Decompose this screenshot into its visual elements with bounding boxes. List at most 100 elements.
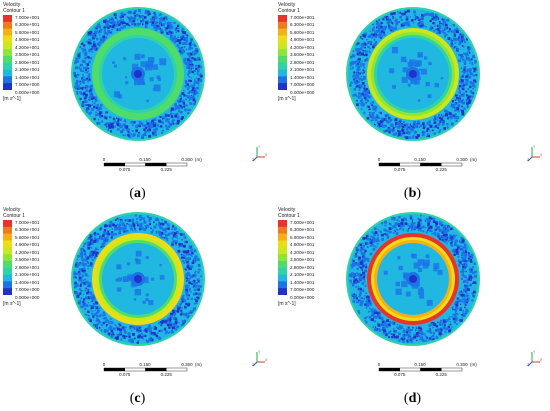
legend-tick-label: 7.000e+001 xyxy=(15,219,40,225)
legend-tick-label: 0.000e+000 xyxy=(290,89,315,95)
legend-tick-label: 7.000e+000 xyxy=(290,287,315,292)
color-bar-segment xyxy=(3,76,12,84)
legend-tick-label: 6.300e+001 xyxy=(290,227,315,232)
scale-unit: (m) xyxy=(470,157,477,162)
color-bar-segment xyxy=(3,69,12,77)
velocity-contour-disc xyxy=(346,7,480,141)
legend-tick-label: 7.000e+001 xyxy=(290,219,315,225)
scale-label: 0.225 xyxy=(161,167,173,172)
legend-tick-label: 7.000e+001 xyxy=(15,14,40,20)
color-bar-segment xyxy=(3,281,12,289)
color-bar-segment xyxy=(3,226,12,234)
scale-label: 0.150 xyxy=(414,362,426,367)
color-bar-segment xyxy=(278,233,287,241)
color-bar-segment xyxy=(3,55,12,64)
scale-label: 0.075 xyxy=(119,372,131,377)
legend-unit: [m s^-1] xyxy=(278,301,296,307)
legend-tick-labels: 7.000e+001 6.300e+001 5.600e+001 4.900e+001… xyxy=(15,220,55,300)
color-bar xyxy=(3,220,12,295)
color-bar-segment xyxy=(278,260,287,269)
legend-tick-label: 1.400e+001 xyxy=(290,279,315,285)
svg-text:Z: Z xyxy=(527,363,530,367)
scale-label: 0.075 xyxy=(394,167,406,172)
panel-label: (c) xyxy=(129,391,146,406)
legend-tick-label: 2.800e+001 xyxy=(15,59,40,65)
legend-tick-label: 4.200e+001 xyxy=(15,44,40,50)
color-bar-segment xyxy=(278,254,287,262)
legend-unit: [m s^-1] xyxy=(3,96,21,102)
axis-triad-icon: YX Z xyxy=(252,145,268,162)
panel-d: Velocity Contour 1 7.000e+001 6.300e+001 5… xyxy=(275,205,550,410)
panel-b: Velocity Contour 1 7.000e+001 6.300e+001 5… xyxy=(275,0,550,205)
legend-title: Velocity xyxy=(278,207,296,213)
legend-tick-label: 6.300e+001 xyxy=(290,22,315,27)
legend-title: Velocity xyxy=(278,2,296,8)
scale-bar: 0 0.150 0.300 (m) 0.075 0.225 xyxy=(378,362,478,377)
velocity-contour-disc xyxy=(71,7,205,141)
legend-tick-label: 0.000e+000 xyxy=(15,294,40,300)
color-bar-segment xyxy=(3,21,12,29)
legend-tick-label: 1.400e+001 xyxy=(15,74,40,80)
legend-unit: [m s^-1] xyxy=(3,301,21,307)
color-bar-segment xyxy=(3,49,12,57)
center-hub xyxy=(409,275,417,283)
scale-label: 0.075 xyxy=(394,372,406,377)
legend-unit: [m s^-1] xyxy=(278,96,296,102)
center-hub xyxy=(409,70,417,78)
svg-text:Y: Y xyxy=(533,145,536,149)
color-bar-segment xyxy=(278,281,287,289)
legend-tick-label: 4.200e+001 xyxy=(290,249,315,255)
velocity-legend: Velocity Contour 1 xyxy=(278,2,338,15)
color-bar-segment xyxy=(3,260,12,269)
legend-tick-label: 5.600e+001 xyxy=(15,234,40,240)
scale-label: 0.300 xyxy=(456,157,468,162)
legend-tick-labels: 7.000e+001 6.300e+001 5.600e+001 4.900e+001… xyxy=(290,15,330,95)
color-bar-segment xyxy=(3,83,12,90)
legend-tick-label: 6.300e+001 xyxy=(15,227,40,232)
color-bar-segment xyxy=(3,220,12,228)
legend-tick-label: 7.000e+000 xyxy=(290,82,315,87)
svg-text:Y: Y xyxy=(258,350,261,354)
scale-label: 0 xyxy=(103,362,106,367)
color-bar-segment xyxy=(3,28,12,36)
scale-unit: (m) xyxy=(195,157,202,162)
scale-label: 0 xyxy=(103,157,106,162)
legend-subtitle: Contour 1 xyxy=(278,213,300,219)
color-bar-segment xyxy=(3,240,12,248)
scale-label: 0.150 xyxy=(139,362,151,367)
svg-text:Z: Z xyxy=(252,158,255,162)
panel-label: (a) xyxy=(129,186,146,201)
legend-tick-label: 4.900e+001 xyxy=(15,242,40,247)
scale-label: 0.075 xyxy=(119,167,131,172)
legend-tick-label: 3.500e+001 xyxy=(15,52,40,57)
color-bar xyxy=(3,15,12,90)
color-bar xyxy=(278,15,287,90)
color-bar-segment xyxy=(278,247,287,255)
legend-tick-label: 5.600e+001 xyxy=(15,29,40,35)
legend-tick-label: 7.000e+001 xyxy=(290,14,315,20)
color-bar-segment xyxy=(278,288,287,295)
color-bar-segment xyxy=(3,15,12,23)
panel-a: Velocity Contour 1 7.000e+001 6.300e+001 5… xyxy=(0,0,275,205)
legend-tick-label: 4.200e+001 xyxy=(15,249,40,255)
color-bar-segment xyxy=(3,62,12,70)
color-bar xyxy=(278,220,287,295)
axis-triad-icon: YX Z xyxy=(527,145,543,162)
legend-tick-label: 2.100e+001 xyxy=(290,67,315,72)
legend-tick-label: 4.900e+001 xyxy=(290,242,315,247)
legend-tick-label: 4.200e+001 xyxy=(290,44,315,50)
color-bar-segment xyxy=(278,42,287,50)
color-bar-segment xyxy=(278,35,287,43)
legend-tick-label: 5.600e+001 xyxy=(290,29,315,35)
svg-text:Y: Y xyxy=(533,350,536,354)
legend-tick-label: 5.600e+001 xyxy=(290,234,315,240)
legend-title: Velocity xyxy=(3,2,21,8)
scale-unit: (m) xyxy=(470,362,477,367)
scale-label: 0 xyxy=(378,157,381,162)
color-bar-segment xyxy=(278,267,287,275)
color-bar-segment xyxy=(278,21,287,29)
color-bar-segment xyxy=(278,83,287,90)
legend-tick-label: 3.500e+001 xyxy=(290,52,315,57)
legend-tick-label: 0.000e+000 xyxy=(290,294,315,300)
panel-label: (d) xyxy=(403,391,422,406)
